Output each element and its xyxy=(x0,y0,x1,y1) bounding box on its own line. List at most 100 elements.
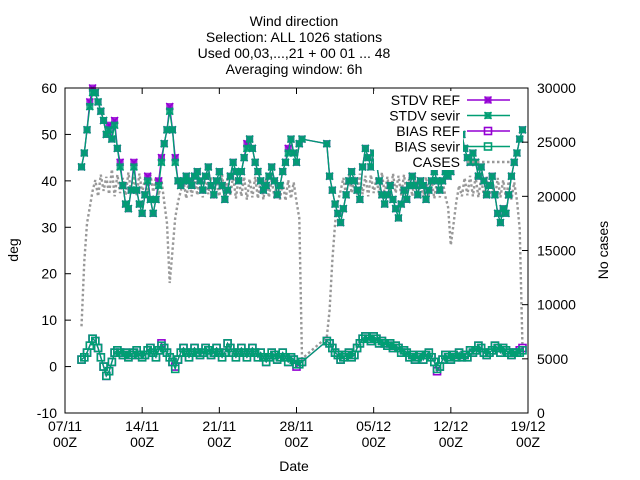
data-point-stdv-sevir-66-box xyxy=(259,186,267,194)
data-point-stdv-sevir-76 xyxy=(286,135,296,144)
data-point-stdv-sevir-50 xyxy=(215,167,224,176)
data-point-stdv-sevir-17 xyxy=(124,204,133,213)
data-point-stdv-sevir-57-box xyxy=(235,177,243,185)
data-point-stdv-sevir-100 xyxy=(375,176,384,185)
data-point-stdv-sevir-13 xyxy=(113,144,122,153)
data-point-stdv-sevir-106-box xyxy=(392,205,400,213)
data-point-stdv-sevir-141 xyxy=(488,172,497,181)
data-point-stdv-sevir-86-box xyxy=(337,219,345,227)
data-point-stdv-sevir-107-box xyxy=(394,214,402,222)
data-point-stdv-sevir-33-box xyxy=(168,126,176,134)
x-tick-time: 00Z xyxy=(53,434,78,450)
data-point-stdv-sevir-32 xyxy=(165,107,174,116)
data-point-stdv-sevir-6-box xyxy=(94,98,102,106)
data-point-stdv-sevir-81 xyxy=(322,139,331,148)
y-tick-label: 0 xyxy=(49,359,57,375)
data-point-bias-sevir-52 xyxy=(220,348,230,357)
data-point-stdv-sevir-81-box xyxy=(323,140,331,148)
data-point-stdv-sevir-86 xyxy=(336,218,345,227)
data-point-stdv-sevir-141-box xyxy=(488,172,496,180)
data-point-stdv-sevir-140 xyxy=(485,181,494,190)
data-point-stdv-sevir-94-box xyxy=(359,163,367,171)
x-tick-label: 21/11 00Z xyxy=(202,418,236,450)
y-tick-label: 30 xyxy=(41,219,57,235)
x-tick-date: 28/11 xyxy=(280,418,314,434)
data-point-stdv-sevir-131-box xyxy=(461,144,469,152)
data-point-stdv-sevir-55 xyxy=(229,158,238,167)
data-point-stdv-sevir-31-box xyxy=(163,126,171,134)
data-point-stdv-sevir-102 xyxy=(380,200,389,209)
data-point-stdv-sevir-0 xyxy=(77,162,86,171)
cases-series-layer xyxy=(80,169,524,362)
data-point-stdv-sevir-98-box xyxy=(370,149,378,157)
data-point-stdv-sevir-15 xyxy=(118,181,127,190)
data-point-stdv-sevir-54-box xyxy=(226,172,234,180)
data-point-stdv-ref-29-box xyxy=(157,154,165,162)
data-point-stdv-sevir-72-box xyxy=(276,182,284,189)
data-point-stdv-sevir-88 xyxy=(342,190,351,199)
data-point-bias-sevir-10 xyxy=(104,366,114,376)
data-point-bias-sevir-8 xyxy=(99,362,108,371)
series-bias-sevir xyxy=(77,332,527,381)
data-point-stdv-sevir-80-box xyxy=(298,135,306,143)
data-point-stdv-sevir-71-box xyxy=(273,191,281,199)
data-point-stdv-sevir-34 xyxy=(171,158,180,167)
data-point-stdv-sevir-63 xyxy=(251,158,260,167)
legend-item-bias-ref: BIAS REF xyxy=(374,122,510,139)
data-point-stdv-sevir-120-box xyxy=(430,168,438,176)
data-point-stdv-sevir-60-box xyxy=(243,144,251,152)
data-point-stdv-sevir-56-box xyxy=(232,168,240,176)
data-point-stdv-sevir-2 xyxy=(83,125,92,134)
x-axis-label: Date xyxy=(279,458,309,474)
data-point-stdv-sevir-58-box xyxy=(237,168,245,176)
title-line-2: Selection: ALL 1026 stations xyxy=(206,29,382,45)
data-point-stdv-sevir-148 xyxy=(507,172,516,181)
data-point-stdv-sevir-82-box xyxy=(326,172,334,180)
data-point-stdv-sevir-19-box xyxy=(130,163,138,171)
data-point-stdv-sevir-137-box xyxy=(477,163,485,171)
data-point-stdv-sevir-93 xyxy=(355,195,364,204)
legend-text-backdrop xyxy=(374,137,463,155)
data-point-stdv-sevir-30-box xyxy=(160,140,168,148)
y-axis-label: deg xyxy=(5,238,21,261)
data-point-stdv-sevir-95-box xyxy=(361,144,369,152)
data-point-stdv-sevir-67 xyxy=(262,181,271,190)
data-point-stdv-sevir-119-box xyxy=(428,177,436,185)
data-point-stdv-ref-32-box xyxy=(166,103,174,111)
data-point-stdv-sevir-149 xyxy=(510,158,519,167)
data-point-stdv-sevir-75-box xyxy=(284,149,292,157)
title-line-4: Averaging window: 6h xyxy=(226,61,363,77)
legend-text-backdrop xyxy=(374,106,463,124)
x-tick-label: 12/12 00Z xyxy=(433,418,468,450)
data-point-stdv-sevir-147-box xyxy=(505,191,513,199)
data-point-bias-sevir-34 xyxy=(170,364,180,374)
data-point-stdv-sevir-21-box xyxy=(135,200,143,208)
data-point-stdv-sevir-26-box xyxy=(149,209,157,217)
data-point-stdv-sevir-41-box xyxy=(191,172,199,180)
data-point-stdv-sevir-152-box xyxy=(518,126,526,134)
data-point-stdv-ref-24-box xyxy=(144,172,152,180)
x-tick-date: 21/11 xyxy=(202,418,236,434)
legend-text-backdrop xyxy=(374,91,463,108)
data-point-stdv-sevir-58 xyxy=(237,167,246,176)
data-point-stdv-sevir-84-box xyxy=(331,200,339,208)
data-point-stdv-sevir-149-box xyxy=(510,158,518,166)
data-point-bias-sevir-6 xyxy=(93,343,103,353)
data-point-stdv-sevir-50-box xyxy=(215,168,223,176)
data-point-stdv-sevir-21 xyxy=(135,200,144,209)
data-point-stdv-sevir-8 xyxy=(99,116,108,125)
y-tick-label: 60 xyxy=(41,80,57,96)
data-point-stdv-sevir-110-box xyxy=(403,195,411,203)
data-point-stdv-sevir-143-box xyxy=(494,209,502,217)
y-tick-label: 10 xyxy=(41,312,57,328)
data-point-stdv-sevir-62 xyxy=(248,144,257,153)
data-point-stdv-sevir-102-box xyxy=(381,200,389,208)
data-point-stdv-sevir-6 xyxy=(94,97,103,106)
data-point-stdv-sevir-22 xyxy=(138,209,147,218)
data-point-stdv-sevir-1 xyxy=(80,148,89,158)
data-point-stdv-sevir-82 xyxy=(325,172,334,181)
data-point-stdv-ref-10-box xyxy=(105,121,113,129)
data-point-stdv-sevir-61-box xyxy=(246,135,254,143)
data-point-stdv-sevir-113-box xyxy=(411,182,419,189)
